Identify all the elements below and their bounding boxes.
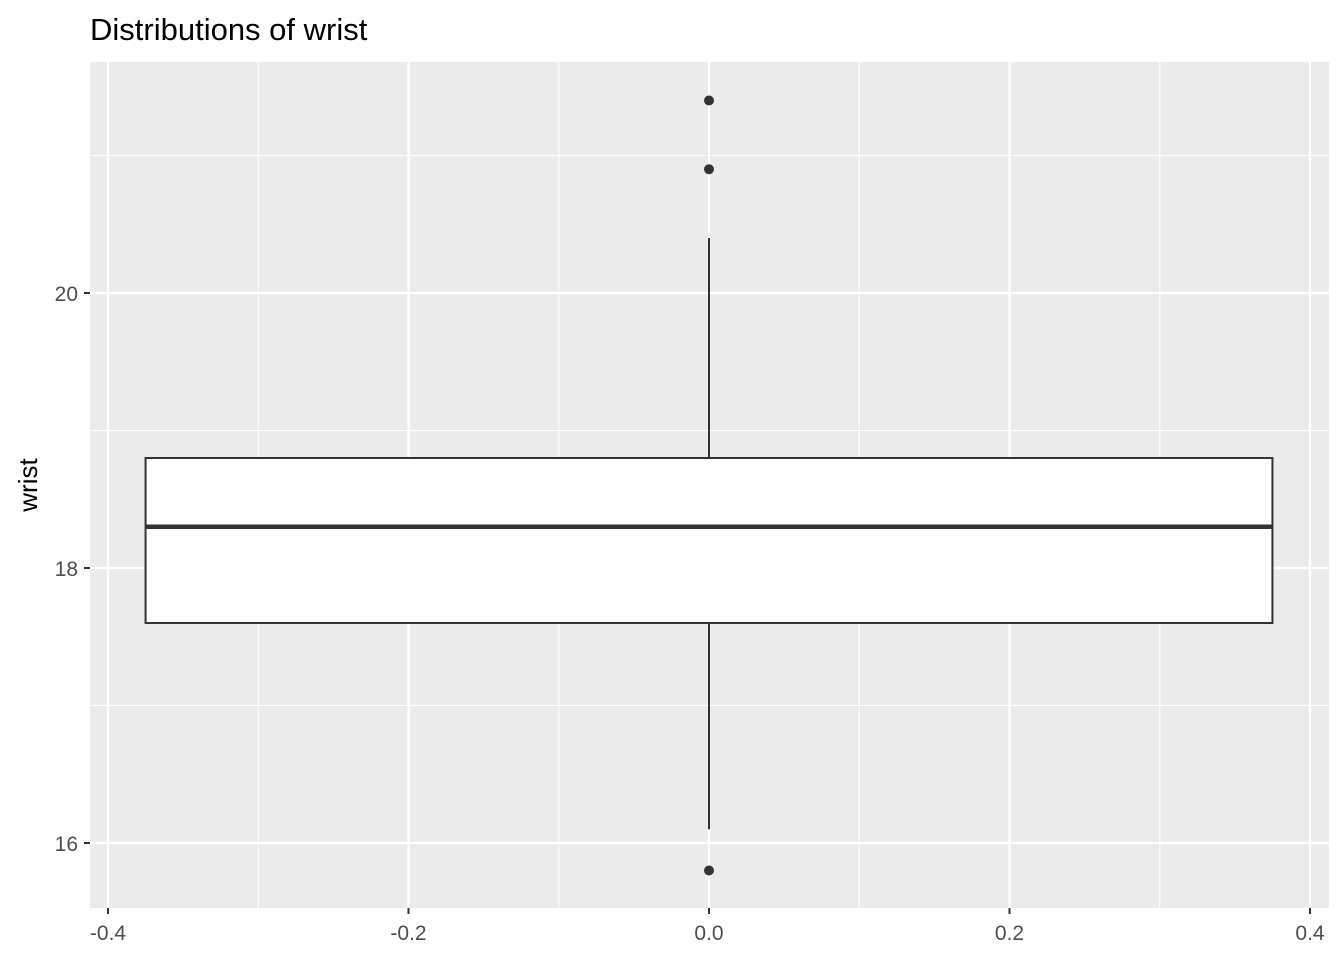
chart-title: Distributions of wrist [90,12,368,47]
y-axis-title: wrist [13,458,43,513]
y-axis: 16 18 20 [55,283,90,856]
x-tick-label: -0.4 [90,922,127,945]
x-tick-label: 0.2 [995,922,1024,945]
x-axis: -0.4 -0.2 0.0 0.2 0.4 [90,908,1325,945]
outlier-point [704,95,714,106]
boxplot [144,95,1274,876]
x-tick-label: 0.0 [694,922,723,945]
x-tick-label: 0.4 [1295,922,1325,945]
y-tick-label: 16 [55,833,78,856]
x-tick-label: -0.2 [390,922,426,945]
y-tick-label: 18 [55,558,78,581]
box-iqr [144,457,1274,624]
outlier-point [704,865,714,876]
outlier-point [704,164,714,175]
y-tick-label: 20 [55,283,78,306]
